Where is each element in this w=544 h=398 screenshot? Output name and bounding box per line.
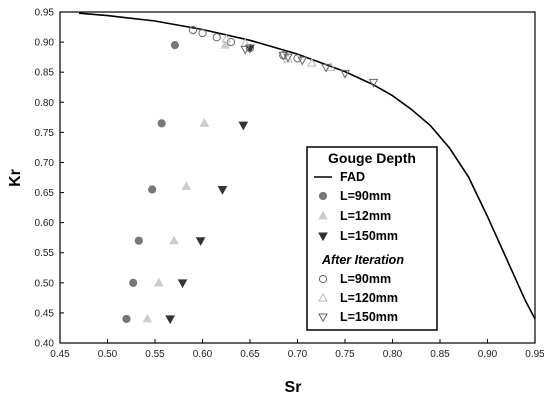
fad-curve: [78, 12, 536, 320]
data-point: [245, 44, 255, 53]
y-tick-label: 0.55: [35, 248, 55, 259]
x-tick-label: 0.65: [240, 349, 260, 360]
legend-label: L=150mm: [340, 310, 398, 324]
data-point: [217, 186, 228, 195]
y-tick-label: 0.95: [35, 8, 55, 19]
data-point: [198, 28, 207, 38]
x-tick-label: 0.90: [478, 349, 498, 360]
x-tick-label: 0.95: [525, 349, 544, 360]
y-tick-label: 0.60: [35, 218, 55, 229]
data-point: [169, 235, 179, 245]
data-point: [170, 41, 180, 50]
legend-label: L=90mm: [340, 189, 391, 203]
y-tick-label: 0.75: [35, 128, 55, 139]
legend-label: L=150mm: [340, 229, 398, 243]
data-point: [297, 56, 308, 66]
x-tick-label: 0.80: [383, 349, 403, 360]
x-axis-title: Sr: [285, 379, 302, 396]
x-tick-label: 0.75: [335, 349, 355, 360]
data-point: [153, 277, 164, 287]
legend: Gouge Depth FAD L=90mm L=12mm L=150mm L=90mm…: [306, 146, 438, 331]
data-point: [240, 45, 251, 55]
x-tick-labels: 0.45 0.50 0.55 0.60 0.65 0.70 0.75 0.80 0.85 0.90…: [50, 349, 544, 360]
data-point: [283, 53, 293, 63]
x-tick-label: 0.85: [430, 349, 450, 360]
y-axis-title: Kr: [7, 169, 24, 187]
y-tick-label: 0.80: [35, 98, 55, 109]
data-point: [368, 78, 379, 88]
y-tick-label: 0.70: [35, 158, 55, 169]
data-point: [157, 119, 166, 128]
y-tick-label: 0.45: [35, 308, 55, 319]
y-tick-label: 0.40: [35, 339, 55, 350]
legend-label: L=12mm: [340, 209, 391, 223]
data-point: [340, 69, 350, 79]
y-tick-labels: 0.40 0.45 0.50 0.55 0.60 0.65 0.70 0.75 0.80 0.85…: [35, 8, 55, 350]
legend-marker: [318, 232, 328, 242]
data-point: [129, 278, 138, 287]
data-point: [122, 314, 131, 324]
data-point: [134, 236, 143, 245]
legend-marker: [318, 191, 328, 201]
legend-label: L=120mm: [340, 291, 398, 305]
x-tick-label: 0.55: [145, 349, 165, 360]
legend-label: FAD: [340, 170, 365, 184]
data-point: [195, 237, 206, 246]
plot-frame: [59, 11, 536, 344]
data-markers: [122, 25, 379, 325]
legend-marker: [318, 292, 328, 302]
data-point: [148, 185, 157, 194]
legend-entries: FAD L=90mm L=12mm L=150mm L=90mm L=120mm L=150…: [314, 170, 398, 324]
data-point: [221, 33, 232, 43]
legend-marker: [318, 313, 328, 323]
data-point: [177, 279, 188, 289]
data-point: [220, 39, 231, 49]
legend-label: L=90mm: [340, 272, 391, 286]
data-point: [293, 54, 302, 63]
y-tick-label: 0.90: [35, 38, 55, 49]
legend-marker: [318, 210, 328, 220]
data-point: [321, 63, 331, 73]
x-tick-label: 0.45: [50, 349, 70, 360]
data-point: [142, 313, 153, 323]
legend-subheading: After Iteration: [321, 253, 404, 267]
legend-title: Gouge Depth: [328, 150, 416, 166]
y-tick-label: 0.65: [35, 188, 55, 199]
x-tick-label: 0.70: [288, 349, 308, 360]
plot-area: [59, 11, 536, 344]
data-point: [238, 121, 249, 131]
data-point: [212, 33, 221, 42]
x-tick-label: 0.60: [193, 349, 213, 360]
legend-marker: [318, 274, 328, 284]
x-tick-label: 0.50: [98, 349, 118, 360]
y-tick-label: 0.85: [35, 68, 55, 79]
data-point: [306, 57, 317, 67]
data-point: [181, 181, 192, 191]
data-point: [165, 315, 176, 325]
data-point: [188, 25, 198, 35]
y-tick-label: 0.50: [35, 278, 55, 289]
data-point: [199, 118, 210, 127]
